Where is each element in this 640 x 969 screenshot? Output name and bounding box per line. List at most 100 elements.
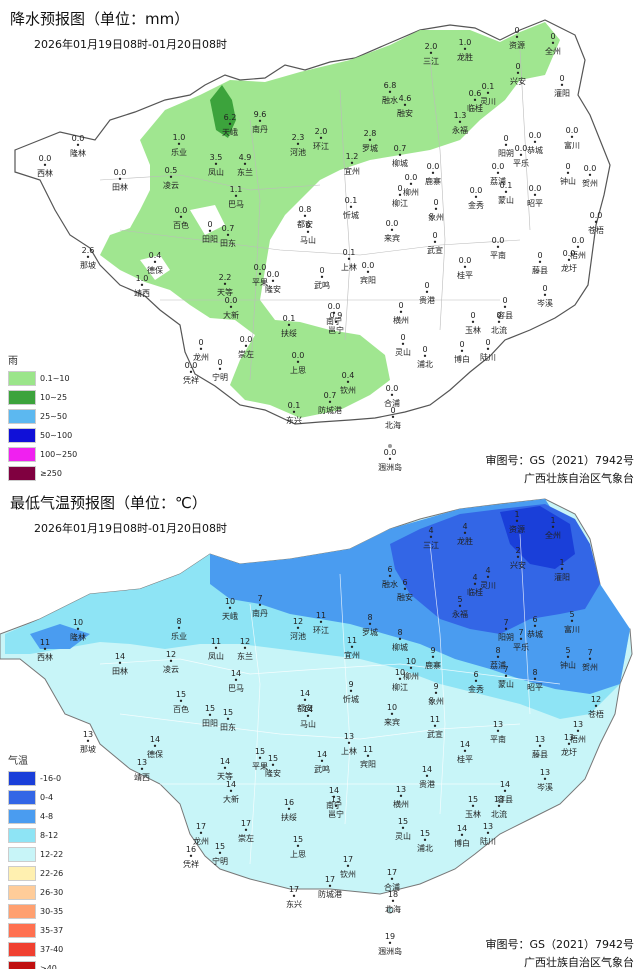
temp-forecast-panel: 最低气温预报图（单位：℃） 2026年01月19日08时-01月20日08时 气… <box>0 484 640 969</box>
temp-station: 11 • 宾阳 <box>360 745 376 769</box>
rain-station-value: 0.1 <box>282 314 296 323</box>
rain-station-value: 0.8 <box>298 205 312 214</box>
temp-station: 9 • 象州 <box>428 682 444 706</box>
station-dot-icon: • <box>389 875 395 884</box>
rain-station-value: 0.1 <box>342 248 356 257</box>
rain-station-value: 0 <box>537 251 543 260</box>
rain-station: 0.4 • 德保 <box>147 251 163 275</box>
rain-station-value: 0.0 <box>404 173 418 182</box>
rain-station-value: 0.1 <box>287 401 301 410</box>
temp-station-name: 融水 <box>382 580 398 589</box>
temp-station-name: 北海 <box>385 905 401 914</box>
island-marker <box>388 444 392 448</box>
temp-station: 10 • 来宾 <box>384 703 400 727</box>
rain-station: 0.1 • 东兴 <box>286 401 302 425</box>
temp-station-value: 11 <box>346 636 358 645</box>
temp-station-value: 16 <box>283 798 295 807</box>
station-dot-icon: • <box>569 617 575 626</box>
station-dot-icon: • <box>319 273 325 282</box>
rain-legend-label: 100~250 <box>40 450 78 459</box>
temp-station-value: 8 <box>532 668 538 677</box>
temp-station-value: 14 <box>149 735 161 744</box>
temp-legend-item: 35-37 <box>8 921 63 940</box>
rain-station: 0.0 • 昭平 <box>527 184 543 208</box>
rain-station: 0.0 • 苍梧 <box>588 211 604 235</box>
rain-station-name: 柳州 <box>403 188 419 197</box>
rain-station: 0.7 • 柳城 <box>392 144 408 168</box>
rain-station: 0 • 容县 <box>497 296 513 320</box>
temp-station: 13 • 平南 <box>490 720 506 744</box>
temp-station-value: 16 <box>185 845 197 854</box>
station-dot-icon: • <box>515 69 521 78</box>
rain-station-value: 0 <box>503 134 509 143</box>
temp-station: 1 • 全州 <box>545 516 561 540</box>
temp-station-value: 17 <box>324 875 336 884</box>
rain-station-value: 0.0 <box>383 448 397 457</box>
station-dot-icon: • <box>495 243 501 252</box>
temp-station-name: 阳朔 <box>498 633 514 642</box>
temp-legend-label: >40 <box>40 964 57 969</box>
station-dot-icon: • <box>242 160 248 169</box>
temp-station-name: 容县 <box>497 795 513 804</box>
station-dot-icon: • <box>485 573 491 582</box>
temp-station-value: 13 <box>563 733 575 742</box>
temp-station: 11 • 西林 <box>37 638 53 662</box>
station-dot-icon: • <box>593 218 599 227</box>
rain-station-value: 2.3 <box>291 133 305 142</box>
temp-legend-swatch <box>8 961 36 969</box>
temp-station-name: 资源 <box>509 525 525 534</box>
rain-station: 0 • 兴安 <box>510 62 526 86</box>
rain-station-name: 上思 <box>290 366 306 375</box>
temp-station: 11 • 宜州 <box>344 636 360 660</box>
temp-station: 11 • 环江 <box>313 611 329 635</box>
temp-station-value: 11 <box>210 637 222 646</box>
rain-legend-item: 25~50 <box>8 407 77 426</box>
station-dot-icon: • <box>295 358 301 367</box>
temp-legend-swatch <box>8 923 36 938</box>
temp-station-name: 昭平 <box>527 683 543 692</box>
temp-station-name: 凭祥 <box>183 860 199 869</box>
temp-station-name: 三江 <box>423 541 439 550</box>
station-dot-icon: • <box>537 742 543 751</box>
rain-station-name: 宜州 <box>344 167 360 176</box>
temp-station-value: 14 <box>114 652 126 661</box>
temp-station: 15 • 灵山 <box>395 817 411 841</box>
temp-station-value: 11 <box>362 745 374 754</box>
rain-station: 2.8 • 罗城 <box>362 129 378 153</box>
rain-station: 0 • 柳江 <box>392 184 408 208</box>
rain-station-name: 贵港 <box>419 296 435 305</box>
station-dot-icon: • <box>432 722 438 731</box>
temp-station: 13 • 龙圩 <box>561 733 577 757</box>
temp-station: 7 • 贺州 <box>582 648 598 672</box>
temp-station-value: 11 <box>39 638 51 647</box>
rain-credit-org: 广西壮族自治区气象台 <box>524 472 634 484</box>
rain-station-value: 0.1 <box>481 82 495 91</box>
station-dot-icon: • <box>459 347 465 356</box>
rain-station-value: 4.9 <box>238 153 252 162</box>
temp-station: 8 • 乐业 <box>171 617 187 641</box>
temp-station-name: 苍梧 <box>588 710 604 719</box>
station-dot-icon: • <box>139 765 145 774</box>
temp-station-value: 1 <box>514 510 520 519</box>
temp-station: 17 • 龙州 <box>193 822 209 846</box>
rain-station-value: 0.0 <box>224 296 238 305</box>
temp-station-name: 田林 <box>112 667 128 676</box>
rain-station-value: 2.6 <box>81 246 95 255</box>
station-dot-icon: • <box>566 256 572 265</box>
temp-station-value: 15 <box>267 754 279 763</box>
rain-station: 0 • 北海 <box>385 406 401 430</box>
rain-station-name: 北流 <box>491 326 507 335</box>
station-dot-icon: • <box>327 882 333 891</box>
station-dot-icon: • <box>152 742 158 751</box>
temp-station: 16 • 扶绥 <box>281 798 297 822</box>
rain-station: 1.3 • 永福 <box>452 111 468 135</box>
rain-station-name: 融水 <box>382 96 398 105</box>
station-dot-icon: • <box>286 321 292 330</box>
temp-station-value: 1 <box>550 516 556 525</box>
temp-station-name: 柳州 <box>403 672 419 681</box>
temp-station-value: 15 <box>292 835 304 844</box>
rain-station-value: 1.3 <box>453 111 467 120</box>
rain-station: 0 • 象州 <box>428 198 444 222</box>
temp-station-value: 12 <box>239 637 251 646</box>
rain-station-value: 0.0 <box>583 164 597 173</box>
